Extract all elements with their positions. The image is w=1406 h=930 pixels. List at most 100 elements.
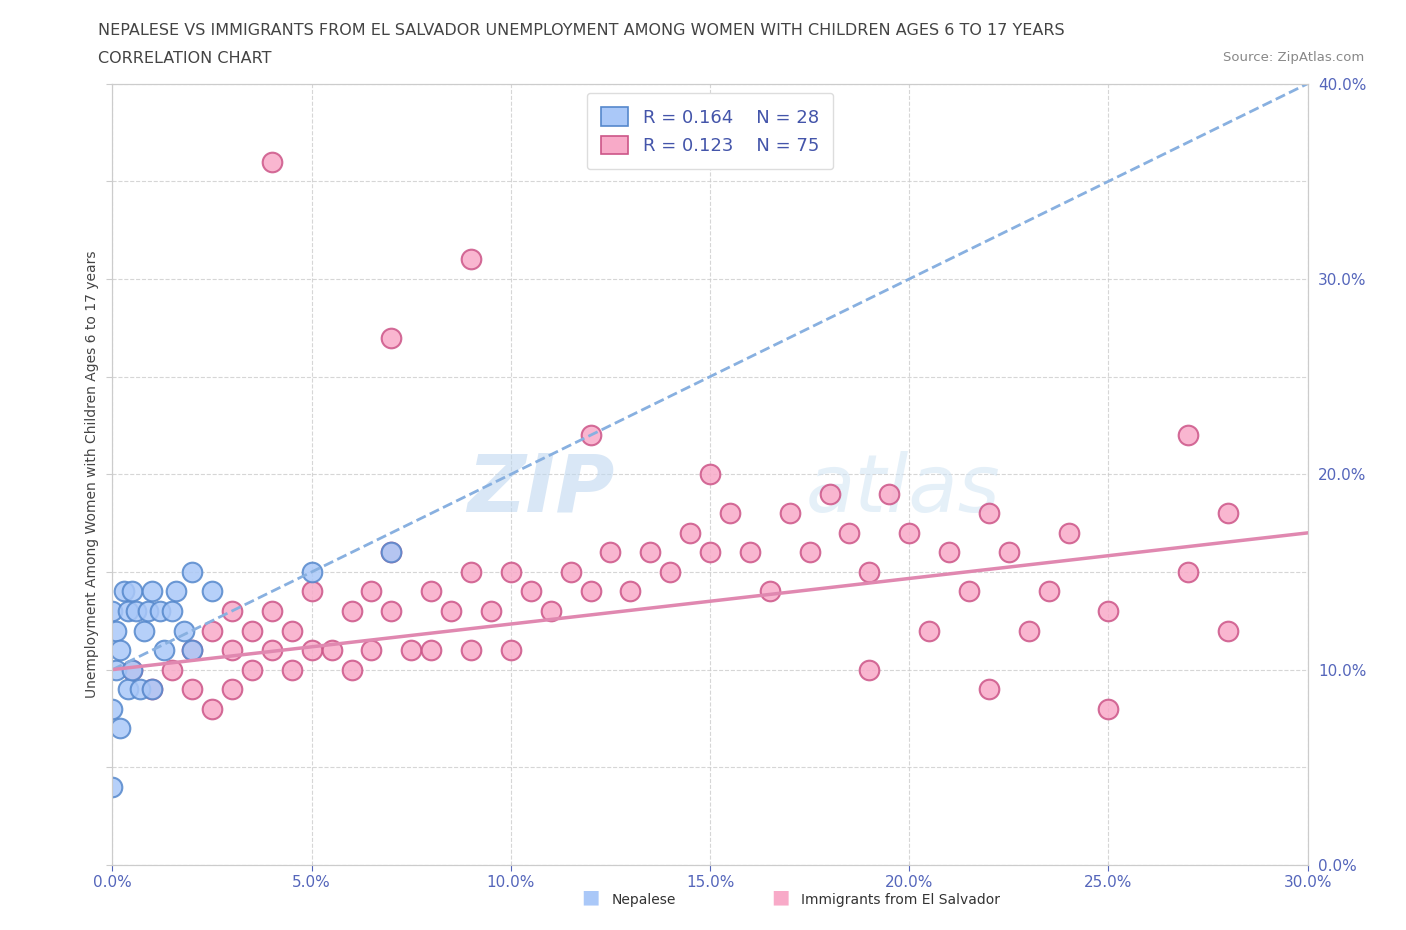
Point: [201, 701, 224, 716]
Point: [153, 643, 176, 658]
Point: [838, 525, 860, 540]
Point: [998, 545, 1021, 560]
Point: [117, 604, 139, 618]
Point: [440, 604, 463, 618]
Text: NEPALESE VS IMMIGRANTS FROM EL SALVADOR UNEMPLOYMENT AMONG WOMEN WITH CHILDREN A: NEPALESE VS IMMIGRANTS FROM EL SALVADOR …: [98, 23, 1066, 38]
Point: [221, 682, 243, 697]
Point: [360, 584, 382, 599]
Point: [460, 565, 482, 579]
Point: [1216, 623, 1239, 638]
Point: [520, 584, 543, 599]
Point: [479, 604, 502, 618]
Point: [114, 584, 135, 599]
Point: [818, 486, 841, 501]
Text: atlas: atlas: [806, 451, 1001, 529]
Point: [380, 545, 402, 560]
Point: [105, 662, 128, 677]
Point: [1038, 584, 1060, 599]
Point: [260, 643, 283, 658]
Point: [360, 643, 382, 658]
Point: [138, 604, 160, 618]
Y-axis label: Unemployment Among Women with Children Ages 6 to 17 years: Unemployment Among Women with Children A…: [84, 250, 98, 698]
Point: [1177, 565, 1199, 579]
Point: [1018, 623, 1040, 638]
Point: [149, 604, 172, 618]
Point: [125, 604, 148, 618]
Point: [105, 623, 128, 638]
Text: ■: ■: [770, 888, 790, 907]
Point: [301, 584, 323, 599]
Text: ■: ■: [581, 888, 600, 907]
Point: [165, 584, 187, 599]
Point: [1057, 525, 1080, 540]
Point: [141, 584, 163, 599]
Point: [738, 545, 761, 560]
Point: [240, 662, 263, 677]
Point: [579, 584, 602, 599]
Point: [718, 506, 741, 521]
Point: [898, 525, 921, 540]
Point: [1177, 428, 1199, 443]
Point: [110, 721, 132, 736]
Point: [380, 545, 402, 560]
Point: [340, 604, 363, 618]
Point: [162, 604, 183, 618]
Point: [101, 604, 124, 618]
Point: [460, 643, 482, 658]
Point: [699, 467, 721, 482]
Point: [679, 525, 702, 540]
Point: [181, 565, 204, 579]
Point: [499, 643, 522, 658]
Point: [260, 604, 283, 618]
Point: [918, 623, 941, 638]
Point: [281, 662, 304, 677]
Point: [977, 682, 1000, 697]
Point: [879, 486, 901, 501]
Point: [659, 565, 682, 579]
Text: ZIP: ZIP: [467, 451, 614, 529]
Point: [977, 506, 1000, 521]
Point: [1097, 701, 1119, 716]
Point: [121, 662, 143, 677]
Point: [858, 662, 880, 677]
Point: [380, 604, 402, 618]
Text: Nepalese: Nepalese: [612, 893, 676, 907]
Point: [858, 565, 880, 579]
Point: [110, 643, 132, 658]
Point: [134, 623, 156, 638]
Point: [121, 662, 143, 677]
Point: [301, 565, 323, 579]
Point: [640, 545, 662, 560]
Point: [380, 330, 402, 345]
Point: [560, 565, 582, 579]
Point: [401, 643, 423, 658]
Point: [129, 682, 152, 697]
Point: [240, 623, 263, 638]
Point: [201, 584, 224, 599]
Point: [101, 779, 124, 794]
Text: Immigrants from El Salvador: Immigrants from El Salvador: [801, 893, 1001, 907]
Point: [579, 428, 602, 443]
Point: [101, 701, 124, 716]
Point: [499, 565, 522, 579]
Point: [759, 584, 782, 599]
Point: [141, 682, 163, 697]
Point: [141, 682, 163, 697]
Point: [301, 643, 323, 658]
Point: [321, 643, 343, 658]
Point: [460, 252, 482, 267]
Point: [221, 643, 243, 658]
Point: [1097, 604, 1119, 618]
Point: [181, 682, 204, 697]
Point: [957, 584, 980, 599]
Point: [779, 506, 801, 521]
Point: [121, 584, 143, 599]
Point: [1216, 506, 1239, 521]
Text: Source: ZipAtlas.com: Source: ZipAtlas.com: [1223, 51, 1364, 64]
Point: [260, 154, 283, 169]
Point: [181, 643, 204, 658]
Point: [699, 545, 721, 560]
Point: [938, 545, 960, 560]
Point: [201, 623, 224, 638]
Point: [117, 682, 139, 697]
